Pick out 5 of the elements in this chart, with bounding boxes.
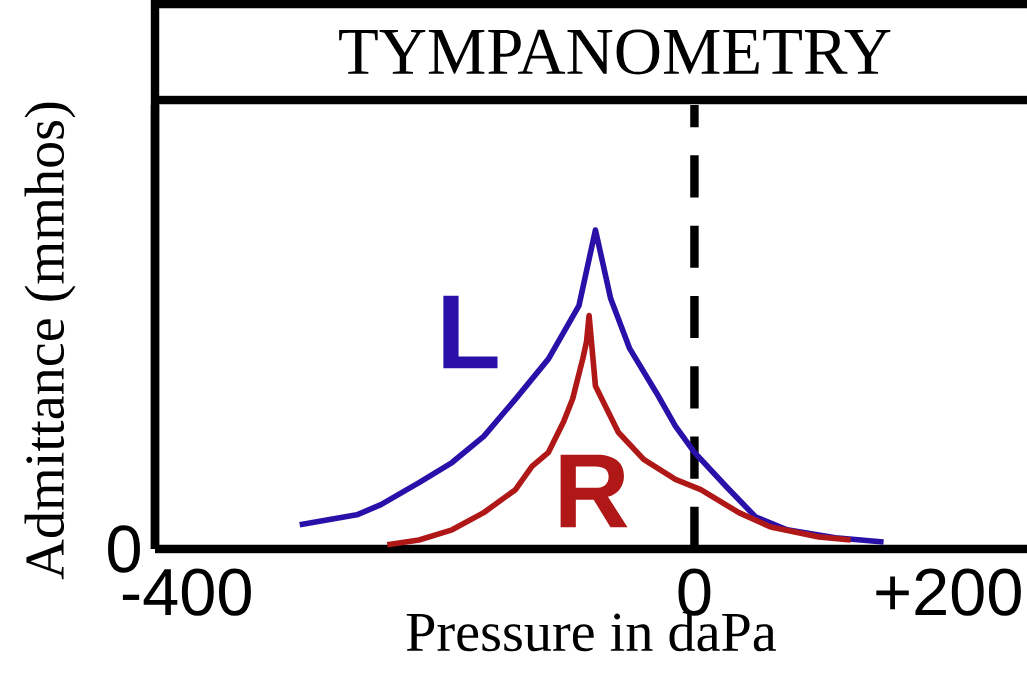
x-tick-label: +200 bbox=[876, 568, 1021, 616]
series-label: L bbox=[443, 295, 498, 369]
y-axis-title: Admittance (mmhos) bbox=[24, 102, 76, 580]
series-label: R bbox=[560, 454, 628, 528]
chart-title: TYMPANOMETRY bbox=[339, 29, 891, 75]
